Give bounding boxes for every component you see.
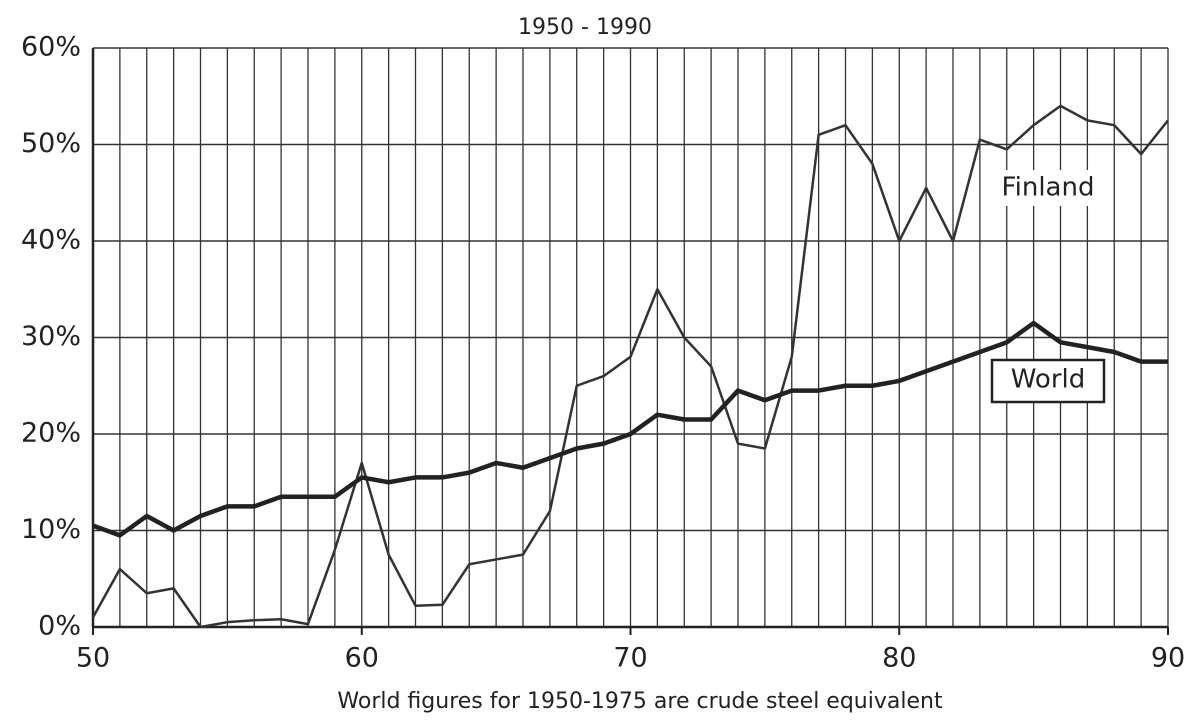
y-tick-label: 60%	[21, 32, 81, 63]
x-tick-label: 70	[613, 643, 647, 674]
y-tick-label: 0%	[38, 611, 81, 642]
x-tick-label: 60	[345, 643, 379, 674]
label-bg	[996, 170, 1100, 206]
series-label: World	[1011, 365, 1086, 395]
y-tick-label: 10%	[21, 514, 81, 545]
data-line	[91, 104, 1169, 629]
y-tick-label: 20%	[21, 418, 81, 449]
data-line	[92, 320, 1168, 538]
chart-title: 1950 - 1990	[518, 15, 652, 40]
y-tick-label: 50%	[21, 128, 81, 159]
x-tick-label: 50	[76, 643, 110, 674]
label-box	[990, 358, 1106, 404]
y-tick-label: 40%	[21, 225, 81, 256]
x-axis-label: World figures for 1950-1975 are crude st…	[337, 689, 943, 714]
x-tick-label: 90	[1151, 643, 1185, 674]
x-tick-label: 80	[882, 643, 916, 674]
series-label: Finland	[1002, 173, 1095, 203]
y-tick-label: 30%	[21, 321, 81, 352]
